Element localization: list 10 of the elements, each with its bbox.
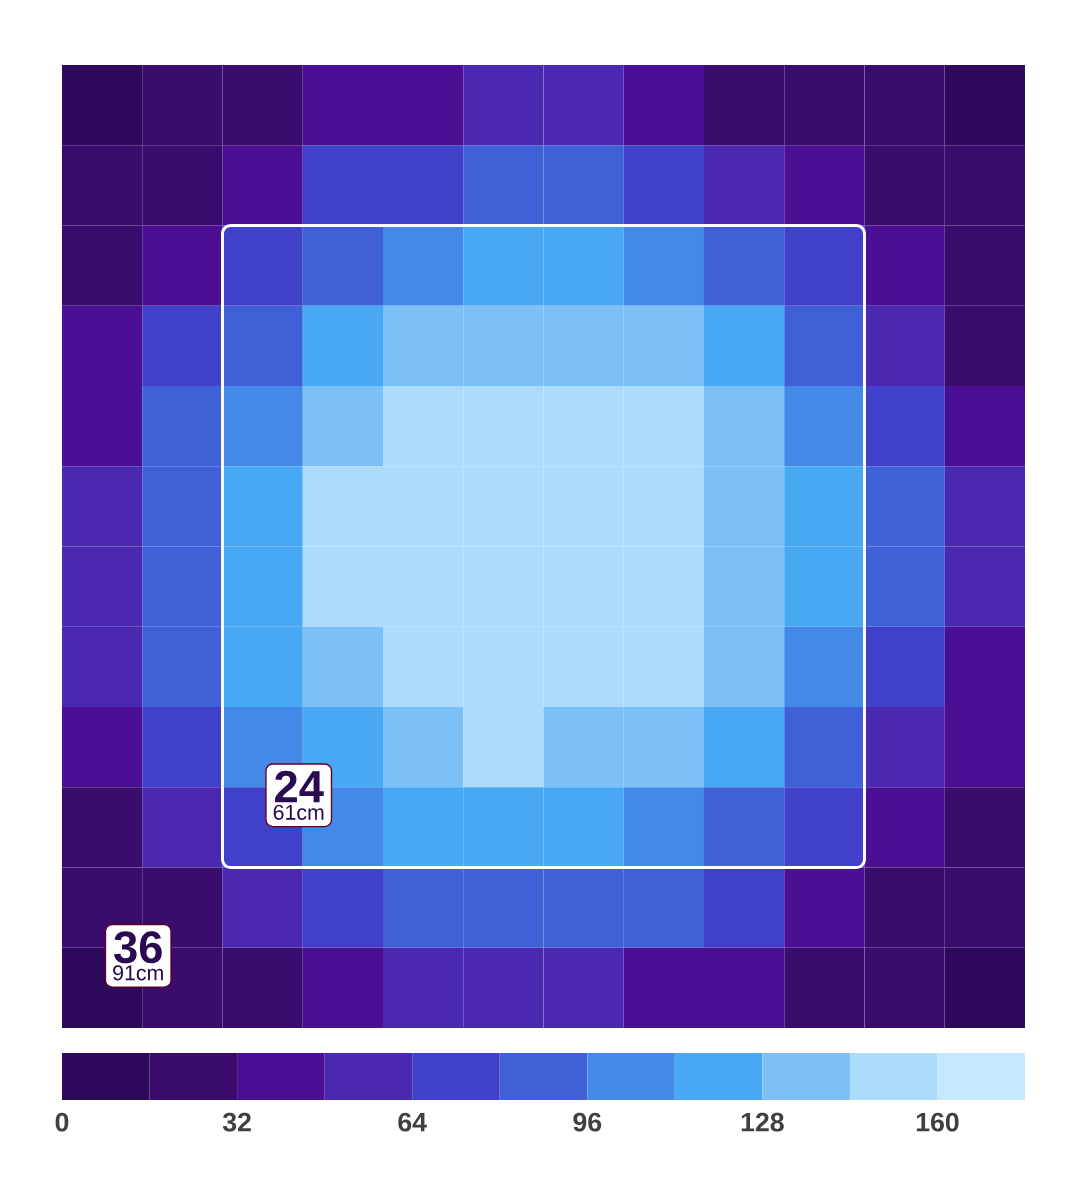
annotation: 61cm	[273, 804, 324, 820]
annotation: 91cm	[113, 965, 163, 981]
color-bar-label: 128	[741, 1112, 784, 1132]
color-bar-label: 96	[573, 1112, 602, 1132]
annotation: 36	[114, 931, 162, 964]
color-bar-label: 32	[222, 1112, 251, 1132]
annotation: 24	[275, 770, 324, 803]
color-bar-label: 64	[398, 1112, 427, 1132]
color-bar-label: 0	[55, 1112, 69, 1132]
color-bar-label: 160	[916, 1112, 959, 1132]
